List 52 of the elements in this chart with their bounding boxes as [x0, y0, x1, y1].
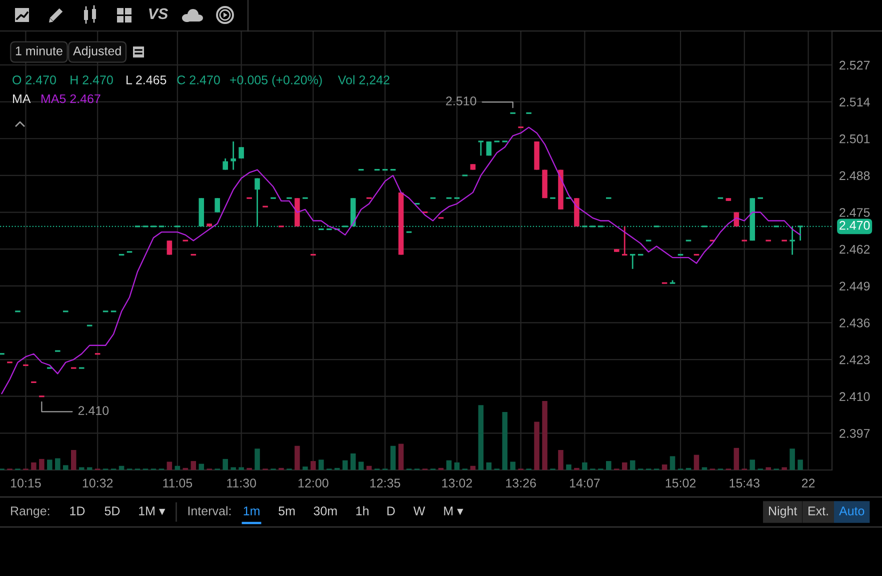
y-tick-label: 2.436	[840, 318, 870, 328]
y-tick-label: 2.501	[840, 134, 870, 144]
annotation: 1 minute	[16, 46, 62, 56]
text: Auto	[839, 506, 864, 516]
annotation: H 2.470	[70, 76, 113, 84]
annotation: +0.005 (+0.20%)	[230, 75, 322, 87]
text: MA5 2.467	[42, 94, 100, 104]
text: VS	[149, 8, 168, 20]
text: 2.470	[840, 220, 870, 230]
annotation: 2.510	[446, 96, 476, 106]
x-tick-label: 13:02	[442, 478, 472, 488]
x-tick-label: 11:30	[227, 478, 256, 488]
text: 1m	[244, 506, 260, 516]
text: Interval:	[188, 506, 231, 516]
text: 1M ▾	[139, 506, 166, 516]
x-tick-label: 10:15	[11, 478, 41, 488]
y-tick-label: 2.423	[840, 355, 870, 364]
text: 30m	[314, 506, 337, 516]
text: 5D	[104, 506, 120, 516]
x-tick-label: 13:26	[506, 478, 536, 488]
y-tick-label: 2.514	[840, 98, 870, 106]
x-tick-label: 15:43	[730, 478, 760, 488]
y-tick-label: 2.527	[840, 60, 870, 70]
y-tick-label: 2.488	[840, 171, 870, 180]
annotation: O 2.470	[12, 76, 56, 84]
text: Night	[769, 506, 798, 518]
annotation: C 2.470	[177, 76, 220, 84]
text: Range:	[11, 506, 50, 518]
y-tick-label: 2.462	[840, 244, 870, 254]
y-tick-label: 2.475	[840, 208, 870, 217]
annotation: 2.410	[78, 406, 109, 415]
annotation: Adjusted	[73, 46, 121, 58]
text: D	[387, 506, 395, 516]
text: Ext.	[808, 506, 828, 516]
y-tick-label: 2.397	[840, 428, 870, 438]
annotation: L 2.465	[126, 76, 166, 84]
x-tick-label: 12:00	[298, 478, 328, 488]
text: M ▾	[444, 506, 464, 516]
y-tick-label: 2.449	[840, 282, 870, 291]
x-tick-label: 11:05	[163, 478, 192, 488]
text: W	[413, 506, 426, 516]
text: 1D	[70, 506, 85, 516]
y-tick-label: 2.410	[840, 392, 870, 402]
x-tick-label: 15:02	[666, 478, 696, 488]
x-tick-label: 22	[802, 478, 815, 488]
legend-title: MA	[13, 94, 31, 104]
x-tick-label: 14:07	[570, 478, 600, 488]
x-tick-label: 12:35	[370, 478, 400, 488]
annotation: Vol 2,242	[338, 75, 390, 86]
text: 5m	[278, 506, 295, 516]
x-tick-label: 10:32	[82, 478, 113, 488]
text: 1h	[356, 506, 368, 516]
